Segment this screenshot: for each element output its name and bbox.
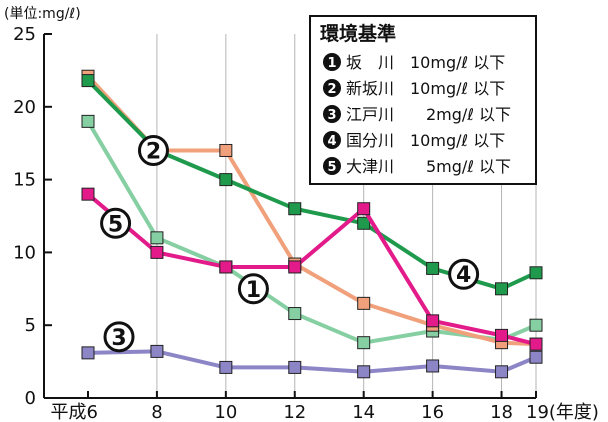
data-point [81, 74, 95, 88]
series-line-3 [87, 349, 537, 374]
data-point [529, 266, 543, 280]
data-point [529, 337, 543, 351]
series-marker-circle [448, 258, 480, 290]
legend-number-badge [323, 79, 341, 97]
data-point [426, 359, 440, 373]
series-line-5 [86, 192, 537, 347]
series-marker-circle [100, 207, 132, 239]
legend-title: 環境基準 [320, 22, 396, 45]
data-point [81, 346, 95, 360]
unit-label: (単位:mg/ℓ) [4, 6, 81, 22]
legend-number-badge [323, 53, 341, 71]
legend-number-badge [323, 131, 341, 149]
data-point [150, 344, 164, 358]
data-point [81, 187, 95, 201]
legend-item: 国分川 10mg/ℓ 以下 [346, 131, 505, 150]
legend-box [309, 15, 537, 185]
x-tick-label: 12 [283, 402, 306, 422]
legend-number-badge [323, 157, 341, 175]
x-tick-label: 19(年度) [526, 402, 599, 422]
legend-number: 5 [327, 160, 336, 175]
data-point [529, 318, 543, 332]
legend: 環境基準 1 坂 川 10mg/ℓ 以下 2 新坂川 10mg/ℓ 以下 3 江戸川 2mg… [309, 15, 537, 185]
y-tick-label: 10 [13, 242, 36, 263]
x-tick-label: 16 [421, 402, 444, 422]
legend-number: 3 [327, 108, 336, 123]
data-point [219, 260, 233, 274]
data-point [219, 173, 233, 187]
y-tick-label: 25 [13, 24, 36, 45]
x-tick-label: 平成6 [51, 402, 98, 422]
series-marker-circle [137, 134, 169, 166]
data-point [357, 296, 371, 310]
data-point [288, 360, 302, 374]
series-marker-number: 3 [111, 326, 126, 351]
legend-number: 2 [327, 82, 336, 97]
legend-item: 坂 川 10mg/ℓ 以下 [346, 53, 505, 72]
data-point [426, 314, 440, 328]
data-point [150, 231, 164, 245]
data-point [288, 307, 302, 321]
series-marker-circle [237, 273, 269, 305]
data-point [219, 143, 233, 157]
legend-item: 江戸川 2mg/ℓ 以下 [346, 105, 511, 124]
x-tick-label: 10 [214, 402, 237, 422]
data-point [357, 216, 371, 230]
series-marker-number: 1 [246, 278, 261, 303]
series-marker-number: 5 [108, 212, 123, 237]
series-marker-circle [103, 321, 135, 353]
data-point [357, 336, 371, 350]
y-tick-label: 15 [13, 170, 36, 191]
data-point [495, 282, 509, 296]
series-layer: 2 5 1 3 4 [81, 69, 543, 379]
data-point [495, 365, 509, 379]
data-point [426, 261, 440, 275]
legend-number-badge [323, 105, 341, 123]
data-point [288, 202, 302, 216]
data-point [150, 245, 164, 259]
y-tick-label: 20 [13, 97, 36, 118]
data-point [357, 365, 371, 379]
legend-number: 1 [327, 56, 336, 71]
y-tick-label: 0 [25, 388, 36, 409]
legend-number: 4 [327, 134, 336, 149]
series-line-4 [86, 79, 537, 291]
series-marker-number: 2 [146, 139, 161, 164]
data-point [357, 202, 371, 216]
data-point [529, 350, 543, 364]
data-point [219, 360, 233, 374]
x-tick-label: 8 [151, 402, 162, 422]
legend-item: 新坂川 10mg/ℓ 以下 [346, 79, 505, 98]
data-point [81, 114, 95, 128]
y-tick-label: 5 [25, 315, 36, 336]
legend-item: 大津川 5mg/ℓ 以下 [346, 157, 511, 176]
data-point [495, 328, 509, 342]
x-tick-label: 14 [352, 402, 375, 422]
series-marker-number: 4 [456, 263, 471, 288]
x-tick-label: 18 [490, 402, 513, 422]
data-point [288, 260, 302, 274]
